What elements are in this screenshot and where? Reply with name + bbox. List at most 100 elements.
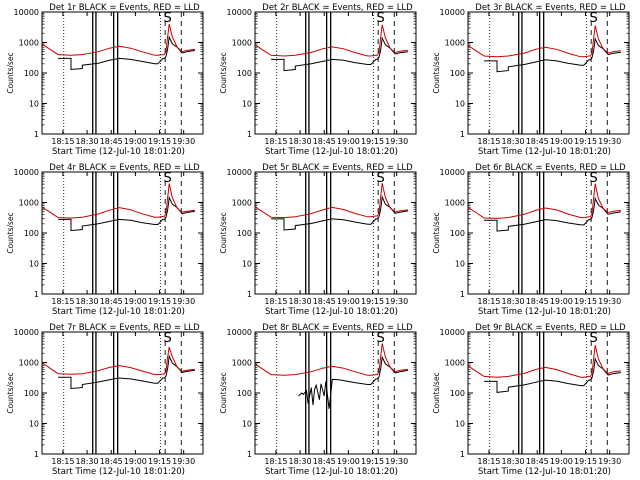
x-tick-label: 18:45 [526,457,549,466]
y-tick-label: 10 [29,420,39,429]
annotation-s: S [164,11,172,26]
series-line-2 [467,345,621,378]
y-tick-label: 10000 [227,8,252,17]
x-tick-label: 19:15 [574,457,597,466]
x-tick-label: 19:15 [574,137,597,146]
annotation-s: S [377,331,385,346]
y-tick-label: 100 [237,229,252,238]
chart-title: Det 7r BLACK = Events, RED = LLD [49,323,200,333]
x-tick-label: 19:15 [361,137,384,146]
x-axis-label: Start Time (12-Jul-10 18:01:20) [478,467,611,477]
y-tick-label: 1000 [445,359,465,368]
series-line-2 [41,346,195,376]
x-axis-label: Start Time (12-Jul-10 18:01:20) [265,307,398,317]
y-tick-label: 1000 [445,199,465,208]
y-axis-label: Counts/sec [432,52,441,93]
series-line-1 [298,355,408,409]
y-tick-label: 10 [455,420,465,429]
x-tick-label: 19:00 [337,457,360,466]
y-tick-label: 10000 [14,328,39,337]
x-tick-label: 18:45 [100,457,123,466]
y-tick-label: 10000 [14,168,39,177]
y-axis-label: Counts/sec [219,212,228,253]
x-tick-label: 18:15 [477,457,500,466]
x-tick-label: 18:45 [526,137,549,146]
x-tick-label: 19:00 [337,297,360,306]
series-line-1 [484,37,621,73]
annotation-s: S [590,331,598,346]
x-tick-label: 19:00 [337,137,360,146]
x-tick-label: 19:15 [148,137,171,146]
x-axis-label: Start Time (12-Jul-10 18:01:20) [478,307,611,317]
y-tick-label: 100 [450,229,465,238]
y-tick-label: 1000 [445,39,465,48]
annotation-s: S [590,171,598,186]
chart-title: Det 1r BLACK = Events, RED = LLD [49,3,200,13]
x-tick-label: 18:30 [76,297,99,306]
x-axis-label: Start Time (12-Jul-10 18:01:20) [265,467,398,477]
chart-title: Det 3r BLACK = Events, RED = LLD [475,3,626,13]
detector-chart-6: Det 6r BLACK = Events, RED = LLD 1 10 100 10… [432,163,630,317]
x-tick-label: 19:30 [172,137,195,146]
y-tick-label: 10000 [440,8,465,17]
y-tick-label: 1000 [19,359,39,368]
detector-chart-7: Det 7r BLACK = Events, RED = LLD 1 10 100 10… [6,323,204,477]
y-tick-label: 100 [24,69,39,78]
plot-frame [41,331,204,455]
series-line-2 [467,183,621,219]
x-tick-label: 19:00 [124,137,147,146]
y-tick-label: 10000 [227,328,252,337]
detector-chart-8: Det 8r BLACK = Events, RED = LLD 1 10 100 10… [219,323,417,477]
y-tick-label: 1 [247,450,252,459]
x-tick-label: 18:30 [76,457,99,466]
annotation-s: S [164,171,172,186]
y-axis-label: Counts/sec [219,372,228,413]
detector-chart-5: Det 5r BLACK = Events, RED = LLD 1 10 100 10… [219,163,417,317]
annotation-s: S [377,171,385,186]
y-tick-label: 10000 [227,168,252,177]
y-tick-label: 100 [24,389,39,398]
y-axis-label: Counts/sec [6,52,15,93]
y-tick-label: 100 [237,389,252,398]
x-tick-label: 18:30 [289,137,312,146]
x-tick-label: 18:30 [289,297,312,306]
y-tick-label: 10000 [440,328,465,337]
plot-frame [41,11,204,135]
y-tick-label: 1000 [19,199,39,208]
x-tick-label: 18:45 [313,137,336,146]
x-axis-label: Start Time (12-Jul-10 18:01:20) [52,307,185,317]
x-axis-label: Start Time (12-Jul-10 18:01:20) [52,147,185,157]
y-tick-label: 1000 [232,199,252,208]
y-tick-label: 100 [450,69,465,78]
y-axis-label: Counts/sec [219,52,228,93]
series-line-1 [271,195,408,231]
series-line-1 [58,35,195,71]
x-tick-label: 19:15 [148,457,171,466]
chart-title: Det 9r BLACK = Events, RED = LLD [475,323,626,333]
y-tick-label: 10 [455,260,465,269]
series-line-2 [41,183,195,219]
x-tick-label: 19:15 [361,297,384,306]
x-tick-label: 18:45 [100,137,123,146]
x-tick-label: 19:30 [172,457,195,466]
y-axis-label: Counts/sec [6,212,15,253]
detector-chart-1: Det 1r BLACK = Events, RED = LLD 1 10 100 10… [6,3,204,157]
y-tick-label: 10000 [14,8,39,17]
y-tick-label: 1000 [232,359,252,368]
x-tick-label: 18:30 [502,297,525,306]
y-axis-label: Counts/sec [432,212,441,253]
chart-title: Det 8r BLACK = Events, RED = LLD [262,323,413,333]
series-line-2 [41,23,195,56]
y-tick-label: 100 [450,389,465,398]
y-axis-label: Counts/sec [6,372,15,413]
y-tick-label: 10 [242,420,252,429]
x-tick-label: 19:15 [361,457,384,466]
x-tick-label: 18:30 [502,137,525,146]
x-tick-label: 18:15 [51,457,74,466]
x-tick-label: 19:30 [385,297,408,306]
y-tick-label: 10 [455,100,465,109]
series-line-2 [254,343,408,376]
x-tick-label: 18:15 [477,297,500,306]
x-tick-label: 18:30 [502,457,525,466]
